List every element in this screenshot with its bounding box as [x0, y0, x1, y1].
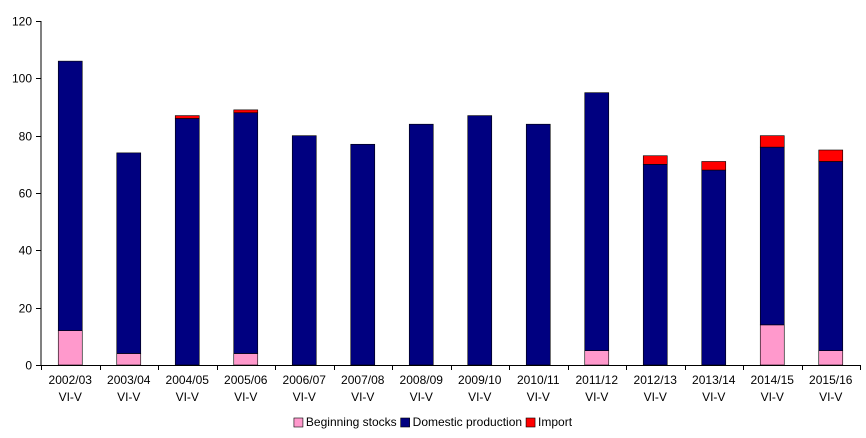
x-tick-label: VI-V — [410, 390, 433, 404]
x-tick-label: 2009/10 — [458, 373, 502, 387]
bar-segment — [759, 146, 785, 326]
bar-segment — [350, 143, 376, 366]
legend-label: Domestic production — [413, 415, 522, 429]
x-tick-label: 2005/06 — [224, 373, 268, 387]
legend-swatch — [400, 417, 410, 428]
x-tick-label: VI-V — [702, 390, 725, 404]
x-tick-label: 2011/12 — [576, 373, 619, 387]
x-tick-label: VI-V — [819, 390, 842, 404]
x-tick-label: VI-V — [234, 390, 257, 404]
x-tick-label: VI-V — [527, 390, 550, 404]
bar-segment — [467, 115, 493, 366]
bar-segment — [291, 135, 317, 366]
x-tick-label: 2007/08 — [341, 373, 385, 387]
x-tick-label: 2002/03 — [49, 373, 93, 387]
x-tick-label: VI-V — [176, 390, 199, 404]
bar-segment — [818, 149, 844, 162]
x-axis: 2002/03 VI-V 2003/04 VI-V 2004/05 VI-V 2005/06… — [41, 365, 861, 404]
y-tick-label: 60 — [19, 187, 33, 201]
bar-segment — [701, 161, 727, 171]
y-tick-label: 0 — [25, 359, 32, 373]
bar-segment — [174, 115, 200, 119]
bars — [57, 60, 844, 366]
bar-segment — [759, 135, 785, 148]
x-tick-label: 2010/11 — [517, 373, 560, 387]
legend-label: Import — [538, 415, 573, 429]
x-tick-label: 2008/09 — [400, 373, 444, 387]
x-tick-label: VI-V — [293, 390, 316, 404]
bar-segment — [701, 169, 727, 366]
bar-segment — [525, 123, 551, 366]
x-tick-label: VI-V — [468, 390, 491, 404]
y-axis: 0 20 40 60 80 100 120 — [12, 15, 42, 373]
y-tick-label: 120 — [12, 15, 32, 29]
y-tick-label: 20 — [19, 302, 33, 316]
bar-segment — [116, 353, 142, 366]
x-tick-label: VI-V — [351, 390, 374, 404]
bar-segment — [233, 353, 259, 366]
bar-segment — [818, 161, 844, 351]
x-tick-label: 2014/15 — [751, 373, 795, 387]
x-tick-label: VI-V — [585, 390, 608, 404]
bar-segment — [408, 123, 434, 366]
x-tick-label: 2003/04 — [107, 373, 151, 387]
x-tick-label: 2013/14 — [692, 373, 736, 387]
x-tick-label: 2012/13 — [634, 373, 678, 387]
bar-segment — [116, 152, 142, 354]
bar-segment — [57, 60, 83, 331]
legend-label: Beginning stocks — [306, 415, 397, 429]
x-tick-label: VI-V — [644, 390, 667, 404]
y-tick-label: 40 — [19, 244, 33, 258]
bar-segment — [818, 350, 844, 366]
bar-segment — [233, 109, 259, 114]
bar-segment — [642, 164, 668, 366]
bar-segment — [233, 112, 259, 354]
y-tick-label: 100 — [12, 72, 32, 86]
x-tick-label: 2004/05 — [166, 373, 210, 387]
x-tick-label: VI-V — [761, 390, 784, 404]
bar-segment — [584, 92, 610, 351]
x-tick-label: 2006/07 — [283, 373, 327, 387]
bar-segment — [57, 330, 83, 366]
bar-segment — [584, 350, 610, 366]
x-tick-label: VI-V — [59, 390, 82, 404]
bar-segment — [174, 118, 200, 366]
bar-segment — [759, 324, 785, 366]
legend-swatch — [525, 417, 536, 428]
x-tick-label: 2015/16 — [809, 373, 853, 387]
bar-segment — [642, 155, 668, 165]
x-tick-label: VI-V — [117, 390, 140, 404]
y-tick-label: 80 — [19, 130, 33, 144]
legend: Beginning stocks Domestic production Impor… — [293, 415, 573, 429]
legend-swatch — [293, 417, 304, 428]
